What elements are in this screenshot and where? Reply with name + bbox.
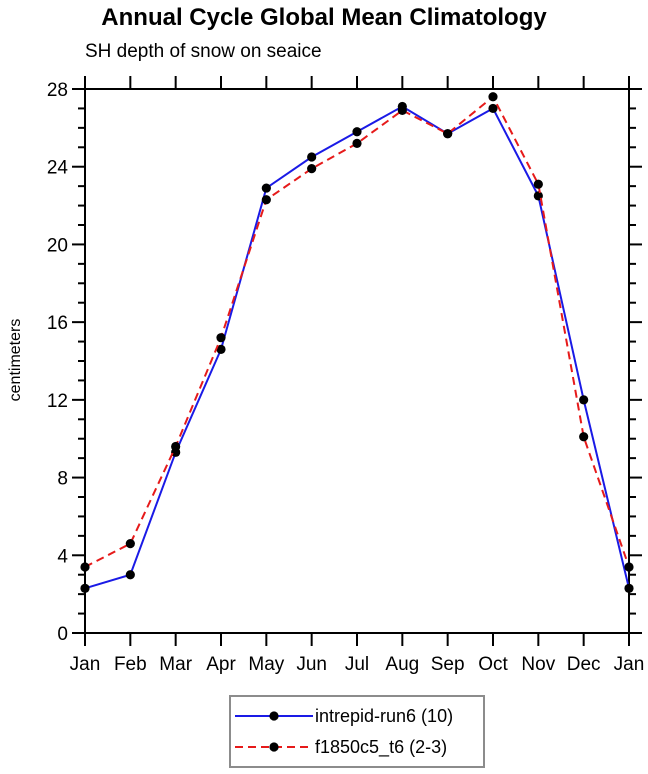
legend-line-sample — [235, 711, 313, 721]
legend-box: intrepid-run6 (10) f1850c5_t6 (2-3) — [229, 695, 485, 768]
x-tick-label: Jan — [614, 654, 645, 675]
data-point-marker — [261, 183, 271, 193]
data-point-marker — [624, 562, 634, 572]
data-point-marker — [443, 129, 453, 139]
x-tick-label: Oct — [478, 654, 508, 675]
y-tick-label: 8 — [57, 469, 68, 490]
y-tick-label: 24 — [47, 158, 69, 179]
series-line-0 — [84, 105, 630, 590]
series-line-1 — [84, 95, 630, 568]
legend-label: f1850c5_t6 (2-3) — [315, 736, 448, 757]
y-tick-labels: 0 4 8 12 16 20 24 28 — [47, 80, 69, 645]
x-tick-label: Jun — [296, 654, 327, 675]
x-tick-label: Nov — [521, 654, 555, 675]
data-point-marker — [216, 333, 226, 343]
data-point-marker — [261, 195, 271, 205]
data-point-marker — [579, 395, 589, 405]
series-markers-1 — [80, 92, 634, 572]
data-point-marker — [352, 138, 362, 148]
data-point-marker — [488, 92, 498, 102]
data-point-marker — [307, 164, 317, 174]
data-point-marker — [125, 539, 135, 549]
legend-sample-marker — [269, 742, 279, 752]
plot-frame — [84, 88, 630, 634]
legend-item: intrepid-run6 (10) — [233, 701, 483, 732]
data-point-marker — [397, 105, 407, 115]
y-ticks-right — [629, 88, 642, 634]
y-tick-label: 28 — [47, 80, 68, 101]
data-point-marker — [579, 432, 589, 442]
data-point-marker — [80, 562, 90, 572]
legend-sample-marker — [269, 711, 279, 721]
data-point-marker — [624, 583, 634, 593]
legend-label: intrepid-run6 (10) — [315, 705, 454, 726]
legend-item: f1850c5_t6 (2-3) — [233, 732, 483, 763]
data-point-marker — [171, 441, 181, 452]
x-tick-label: Jul — [345, 654, 369, 675]
x-ticks-bottom — [84, 633, 630, 646]
data-point-marker — [488, 103, 498, 114]
data-point-marker — [80, 583, 90, 593]
x-ticks-top — [84, 76, 630, 89]
data-point-marker — [125, 570, 135, 580]
data-point-marker — [307, 152, 317, 162]
x-tick-label: Dec — [567, 654, 601, 675]
legend-line-sample — [235, 742, 313, 752]
data-point-marker — [352, 127, 362, 137]
y-tick-label: 4 — [57, 546, 68, 567]
y-tick-label: 0 — [57, 624, 68, 645]
x-tick-label: Sep — [431, 654, 465, 675]
x-tick-label: Aug — [385, 654, 419, 675]
x-tick-label: Apr — [206, 654, 236, 675]
x-tick-label: Jan — [70, 654, 101, 675]
y-ticks-left — [72, 88, 85, 634]
y-tick-label: 20 — [47, 235, 68, 256]
x-tick-label: Mar — [159, 654, 192, 675]
data-point-marker — [216, 344, 226, 354]
chart-title: Annual Cycle Global Mean Climatology — [101, 4, 547, 31]
x-tick-labels: Jan Feb Mar Apr May Jun Jul Aug Sep Oct Nov Dec Jan — [70, 654, 645, 675]
x-tick-label: Feb — [114, 654, 147, 675]
y-tick-label: 12 — [47, 391, 68, 412]
series-markers-0 — [80, 101, 634, 593]
data-point-marker — [533, 179, 543, 189]
chart-subtitle: SH depth of snow on seaice — [85, 41, 322, 62]
y-tick-label: 16 — [47, 313, 68, 334]
x-tick-label: May — [248, 654, 284, 675]
